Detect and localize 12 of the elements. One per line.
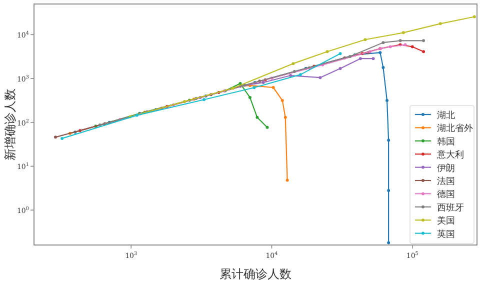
- y-axis-title: 新增确诊人数: [3, 88, 17, 160]
- legend-label: 美国: [437, 216, 455, 227]
- legend-label: 英国: [437, 228, 455, 240]
- legend-label: 湖北: [437, 110, 455, 121]
- legend-label: 德国: [437, 189, 455, 200]
- legend-label: 韩国: [437, 136, 455, 148]
- legend-label: 意大利: [436, 150, 464, 161]
- legend-label: 伊朗: [437, 162, 455, 174]
- legend-label: 西班牙: [437, 202, 464, 214]
- x-axis-title: 累计确诊人数: [220, 267, 292, 281]
- legend-label: 湖北省外: [437, 123, 473, 134]
- legend-label: 法国: [437, 176, 455, 187]
